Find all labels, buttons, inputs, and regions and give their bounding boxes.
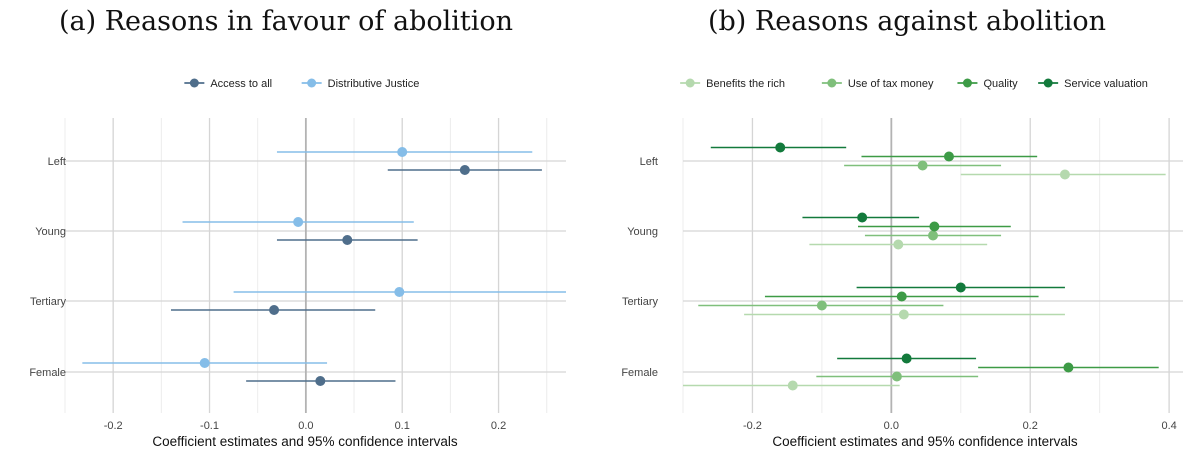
category-label-tertiary: Tertiary [30,296,67,308]
x-tick-label: 0.4 [1161,420,1176,432]
legend-item-service-valuation: Service valuation [1038,78,1148,90]
legend-label: Benefits the rich [706,78,785,90]
category-label-female: Female [621,367,658,379]
legend-item-access-to-all: Access to all [184,78,272,90]
legend-item-benefits-the-rich: Benefits the rich [680,78,785,90]
estimate-point-left [917,160,928,171]
category-label-tertiary: Tertiary [622,296,659,308]
legend-item-use-of-tax-money: Use of tax money [821,78,934,90]
estimate-point-left [397,147,408,157]
category-label-young: Young [35,226,66,238]
legend-key-point [307,78,317,88]
legend-item-quality: Quality [957,78,1018,90]
estimate-point-tertiary [955,282,966,293]
legend-label: Quality [983,78,1018,90]
legend: Benefits the rich Use of tax money Quality… [680,78,1148,90]
estimate-point-tertiary [896,291,907,302]
series-service-valuation [710,142,1065,364]
estimate-point-female [315,376,326,386]
legend-key-point [1043,78,1053,88]
x-tick-label: 0.2 [1023,420,1038,432]
category-label-left: Left [640,156,658,168]
legend: Access to all Distributive Justice [184,78,419,90]
series-benefits-the-rich [683,169,1166,391]
chart-panel-1: (a) Reasons in favour of abolition Access… [29,6,566,449]
x-tick-label: 0.1 [395,420,410,432]
estimate-point-female [1063,362,1074,373]
chart-title: (b) Reasons against abolition [708,6,1106,37]
estimate-point-young [929,221,940,232]
series-access-to-all [170,165,542,386]
category-label-left: Left [48,156,66,168]
series-quality [764,151,1159,373]
grid [64,118,566,413]
grid [682,118,1183,413]
x-axis-title: Coefficient estimates and 95% confidence… [772,434,1077,449]
estimate-point-female [901,353,912,364]
x-tick-label: -0.2 [104,420,123,432]
legend-label: Distributive Justice [328,78,420,90]
x-axis-title: Coefficient estimates and 95% confidence… [152,434,457,449]
estimate-point-young [857,212,868,223]
chart-title: (a) Reasons in favour of abolition [59,6,513,37]
series-use-of-tax-money [698,160,1002,382]
estimate-point-left [1059,169,1070,180]
legend-item-distributive-justice: Distributive Justice [301,78,420,90]
legend-label: Access to all [210,78,272,90]
estimate-point-left [775,142,786,153]
x-tick-label: 0.2 [491,420,506,432]
x-tick-label: 0.0 [298,420,313,432]
estimate-point-female [787,380,798,391]
estimate-point-young [928,230,938,241]
estimate-point-female [891,371,902,382]
estimate-point-left [459,165,470,175]
estimate-point-female [199,358,210,368]
x-tick-label: -0.1 [200,420,219,432]
legend-key-point [685,78,695,88]
legend-label: Use of tax money [848,78,934,90]
category-label-female: Female [29,367,66,379]
category-label-young: Young [627,226,658,238]
estimate-point-tertiary [394,287,405,297]
series-distributive-justice [82,147,566,368]
legend-key-point [189,78,199,88]
x-tick-label: 0.0 [884,420,899,432]
legend-label: Service valuation [1064,78,1148,90]
chart-panel-2: (b) Reasons against abolition Benefits th… [621,6,1183,449]
x-tick-label: -0.2 [743,420,762,432]
estimate-point-young [893,239,904,250]
estimate-point-left [943,151,954,162]
estimate-point-tertiary [898,309,909,320]
estimate-point-tertiary [269,305,280,315]
estimate-point-tertiary [816,300,827,311]
estimate-point-young [342,235,353,245]
legend-key-point [962,78,972,88]
legend-key-point [827,78,837,88]
estimate-point-young [293,217,304,227]
